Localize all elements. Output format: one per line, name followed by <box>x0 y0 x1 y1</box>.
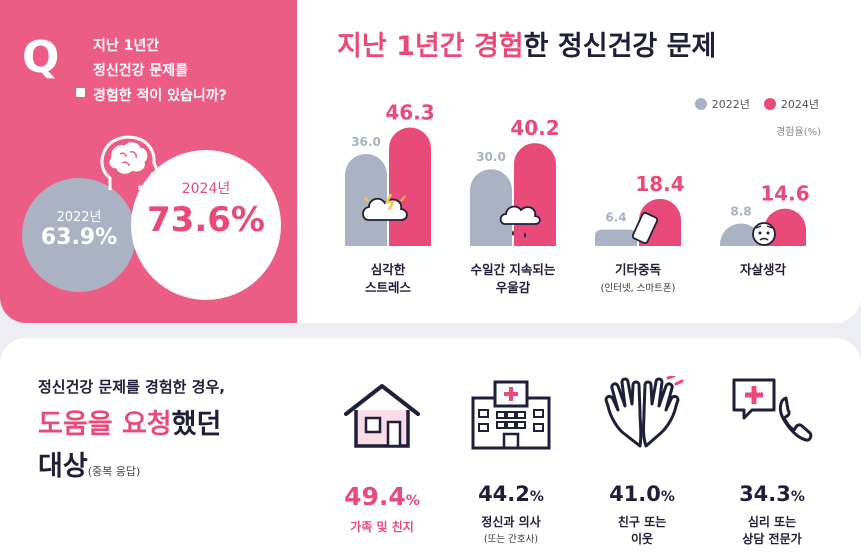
help-value-friends: 41.0% <box>609 482 675 506</box>
category-sublabel-2: (인터넷, 스마트폰) <box>601 283 676 294</box>
chart-title: 지난 1년간 경험한 정신건강 문제 <box>337 31 717 62</box>
bar-label-2022년-3: 8.8 <box>730 204 751 218</box>
bar-2022년-2 <box>595 229 637 246</box>
help-panel: 정신건강 문제를 경험한 경우, 도움을 요청했던 대상(중복 응답) 49.4… <box>0 338 861 558</box>
worried-face-icon <box>752 222 776 246</box>
smartphone-icon <box>631 212 659 244</box>
overall-2022-label: 2022년 <box>56 210 102 225</box>
bar-2022년-1 <box>470 169 512 246</box>
help-question-line2: 도움을 요청했던 <box>38 409 222 440</box>
q-dot <box>76 88 85 97</box>
high-five-icon <box>604 376 684 448</box>
bar-label-2022년-0: 36.0 <box>351 135 381 149</box>
chart-panel: 지난 1년간 경험한 정신건강 문제 2022년 2024년 경험율(%) 36… <box>297 0 861 323</box>
overall-2024-label: 2024년 <box>181 181 231 197</box>
question-text: 지난 1년간 정신건강 문제를 경험한 적이 있습니까? <box>93 38 227 104</box>
chart-legend: 2022년 2024년 <box>694 96 819 112</box>
category-label-line2-0: 스트레스 <box>365 280 412 295</box>
question-panel: Q 지난 1년간 정신건강 문제를 경험한 적이 있습니까? 2022년 63.… <box>0 0 297 323</box>
help-value-counselor: 34.3% <box>739 482 805 506</box>
bar-label-2024년-0: 46.3 <box>385 100 434 124</box>
help-question-line3: 대상(중복 응답) <box>38 451 141 482</box>
bar-2022년-3 <box>720 223 762 246</box>
help-item-friends: 41.0% 친구 또는 이웃 <box>582 368 702 548</box>
bar-label-2024년-3: 14.6 <box>760 182 809 206</box>
legend-item-2022: 2022년 <box>694 96 750 112</box>
bar-2024년-0 <box>389 127 431 246</box>
overall-2022-value: 63.9% <box>40 225 118 250</box>
hospital-icon <box>471 380 551 450</box>
house-icon <box>344 384 420 448</box>
legend-item-2024: 2024년 <box>763 96 819 112</box>
rain-cloud-icon <box>494 182 541 238</box>
help-value-family: 49.4% <box>344 482 420 511</box>
help-item-counselor: 34.3% 심리 또는 상담 전문가 <box>712 368 832 548</box>
category-label-1: 수일간 지속되는 <box>471 262 556 277</box>
unit-label: 경험율(%) <box>776 127 821 138</box>
help-label-friends: 친구 또는 이웃 <box>617 515 667 546</box>
help-value-psychiatrist: 44.2% <box>478 482 544 506</box>
overall-2024-value: 73.6% <box>147 200 265 240</box>
category-label-0: 심각한 <box>371 262 406 277</box>
bar-label-2024년-1: 40.2 <box>510 116 559 140</box>
stress-cloud-icon <box>362 193 408 221</box>
bar-2024년-1 <box>514 143 556 246</box>
category-label-2: 기타중독 <box>615 262 662 277</box>
overall-2022-circle: 2022년 63.9% <box>22 178 136 292</box>
bar-label-2024년-2: 18.4 <box>635 172 684 196</box>
help-question-line1: 정신건강 문제를 경험한 경우, <box>38 378 225 396</box>
help-item-family: 49.4% 가족 및 친지 <box>322 368 442 536</box>
head-brain-icon <box>100 135 160 190</box>
q-letter: Q <box>22 32 60 83</box>
help-item-psychiatrist: 44.2% 정신과 의사 (또는 간호사) <box>451 368 571 548</box>
bar-label-2022년-2: 6.4 <box>605 211 626 225</box>
medical-phone-icon <box>732 378 813 442</box>
category-label-3: 자살생각 <box>740 262 787 277</box>
overall-2024-circle: 2024년 73.6% <box>131 150 281 300</box>
bar-label-2022년-1: 30.0 <box>476 150 506 164</box>
help-label-counselor: 심리 또는 상담 전문가 <box>742 515 802 546</box>
help-label-family: 가족 및 친지 <box>350 520 414 534</box>
help-label-psychiatrist: 정신과 의사 (또는 간호사) <box>481 515 541 545</box>
category-label-line2-1: 우울감 <box>496 280 531 295</box>
